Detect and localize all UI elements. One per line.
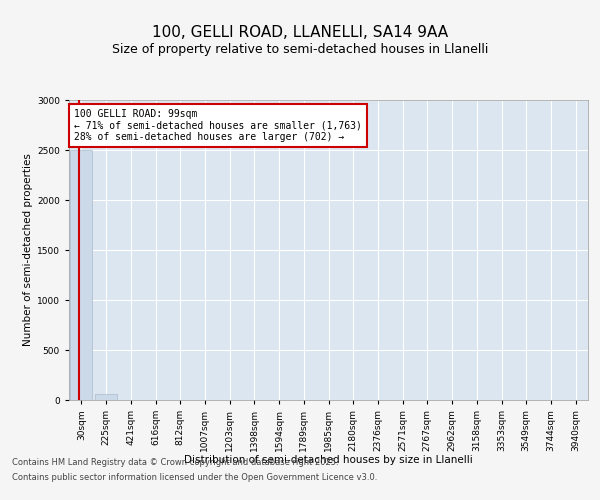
Text: 100 GELLI ROAD: 99sqm
← 71% of semi-detached houses are smaller (1,763)
28% of s: 100 GELLI ROAD: 99sqm ← 71% of semi-deta… [74,109,362,142]
Bar [70,150,92,400]
Text: Contains HM Land Registry data © Crown copyright and database right 2025.: Contains HM Land Registry data © Crown c… [12,458,338,467]
X-axis label: Distribution of semi-detached houses by size in Llanelli: Distribution of semi-detached houses by … [184,456,473,466]
Text: Contains public sector information licensed under the Open Government Licence v3: Contains public sector information licen… [12,473,377,482]
Text: Size of property relative to semi-detached houses in Llanelli: Size of property relative to semi-detach… [112,44,488,57]
Text: 100, GELLI ROAD, LLANELLI, SA14 9AA: 100, GELLI ROAD, LLANELLI, SA14 9AA [152,25,448,40]
Bar [95,394,117,400]
Y-axis label: Number of semi-detached properties: Number of semi-detached properties [23,154,33,346]
